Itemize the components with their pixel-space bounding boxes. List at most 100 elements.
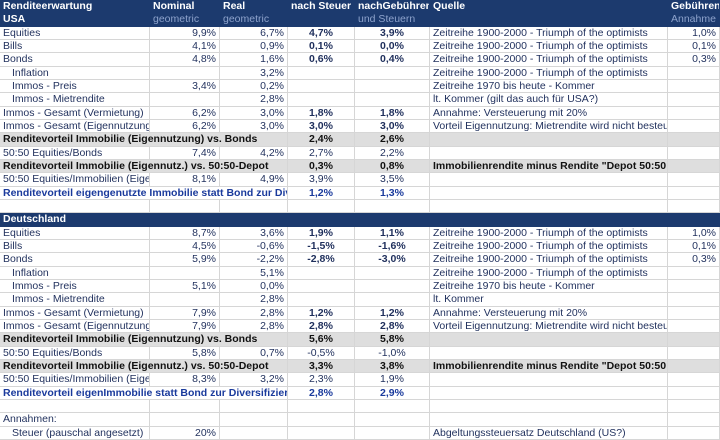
cell: Immos - Gesamt (Vermietung) bbox=[0, 306, 150, 320]
cell: 5,8% bbox=[150, 346, 220, 360]
cell bbox=[220, 413, 288, 427]
cell: 1,8% bbox=[355, 106, 430, 120]
cell: 0,1% bbox=[668, 239, 720, 254]
cell: Renditevorteil Immobilie (Eigennutz.) vs… bbox=[0, 359, 288, 374]
cell: 20% bbox=[150, 426, 220, 440]
cell bbox=[288, 66, 355, 80]
cell: 0,8% bbox=[355, 159, 430, 174]
cell: 0,6% bbox=[288, 53, 355, 67]
cell: Nominal bbox=[150, 0, 220, 14]
cell: geometric bbox=[220, 13, 288, 27]
cell bbox=[355, 66, 430, 80]
cell: Bills bbox=[0, 239, 150, 254]
cell bbox=[150, 293, 220, 307]
cell: 5,6% bbox=[288, 333, 355, 347]
cell bbox=[355, 93, 430, 107]
cell: 0,7% bbox=[220, 346, 288, 360]
cell: 2,8% bbox=[220, 93, 288, 107]
cell: Deutschland bbox=[0, 213, 288, 227]
cell: -3,0% bbox=[355, 253, 430, 267]
cell: Zeitreihe 1900-2000 - Triumph of the opt… bbox=[430, 239, 668, 254]
cell: 2,8% bbox=[288, 319, 355, 334]
cell: 2,6% bbox=[355, 133, 430, 147]
cell: 2,8% bbox=[220, 306, 288, 320]
cell: 2,8% bbox=[288, 386, 355, 400]
cell: 4,2% bbox=[220, 146, 288, 160]
cell: 5,1% bbox=[150, 279, 220, 294]
cell bbox=[668, 333, 720, 347]
cell: Zeitreihe 1900-2000 - Triumph of the opt… bbox=[430, 253, 668, 267]
cell: Bonds bbox=[0, 253, 150, 267]
cell: Vorteil Eigennutzung: Mietrendite wird n… bbox=[430, 319, 668, 334]
cell: Bills bbox=[0, 39, 150, 54]
cell: -1,6% bbox=[355, 239, 430, 254]
cell bbox=[355, 266, 430, 280]
cell: 0,3% bbox=[668, 253, 720, 267]
cell bbox=[430, 186, 668, 200]
cell: Immos - Gesamt (Vermietung) bbox=[0, 106, 150, 120]
cell bbox=[430, 133, 668, 147]
cell bbox=[0, 399, 150, 414]
cell: Inflation bbox=[0, 66, 150, 80]
cell: 2,7% bbox=[288, 146, 355, 160]
cell bbox=[220, 199, 288, 214]
cell: Zeitreihe 1900-2000 - Triumph of the opt… bbox=[430, 39, 668, 54]
cell: Annahme: Versteuerung mit 20% bbox=[430, 306, 668, 320]
cell: 0,9% bbox=[220, 39, 288, 54]
cell: 6,2% bbox=[150, 106, 220, 120]
cell: Renditevorteil eigengenutzte Immobilie s… bbox=[0, 186, 288, 200]
cell: 1,1% bbox=[355, 226, 430, 240]
cell: Inflation bbox=[0, 266, 150, 280]
cell: 4,5% bbox=[150, 239, 220, 254]
cell bbox=[150, 93, 220, 107]
cell: Renditevorteil Immobilie (Eigennutz.) vs… bbox=[0, 159, 288, 174]
cell: -0,6% bbox=[220, 239, 288, 254]
cell bbox=[668, 186, 720, 200]
cell bbox=[430, 146, 668, 160]
cell bbox=[355, 213, 430, 227]
cell bbox=[668, 373, 720, 387]
cell bbox=[668, 279, 720, 294]
cell: und Steuern bbox=[355, 13, 430, 27]
cell: 2,8% bbox=[220, 293, 288, 307]
cell: Annahmen: bbox=[0, 413, 150, 427]
cell: 3,4% bbox=[150, 79, 220, 94]
cell bbox=[150, 66, 220, 80]
cell: -1,5% bbox=[288, 239, 355, 254]
cell: 5,1% bbox=[220, 266, 288, 280]
cell: 0,0% bbox=[220, 279, 288, 294]
cell bbox=[288, 293, 355, 307]
cell: 1,6% bbox=[220, 53, 288, 67]
cell bbox=[355, 199, 430, 214]
cell: 4,1% bbox=[150, 39, 220, 54]
cell: Annahme bbox=[668, 13, 720, 27]
cell: 3,5% bbox=[355, 173, 430, 187]
cell bbox=[288, 279, 355, 294]
cell: 0,3% bbox=[288, 159, 355, 174]
cell: 5,8% bbox=[355, 333, 430, 347]
cell: 1,9% bbox=[355, 373, 430, 387]
cell bbox=[288, 413, 355, 427]
cell: -2,8% bbox=[288, 253, 355, 267]
cell bbox=[668, 199, 720, 214]
cell bbox=[430, 13, 668, 27]
cell: Renditevorteil Immobilie (Eigennutzung) … bbox=[0, 133, 288, 147]
cell: Bonds bbox=[0, 53, 150, 67]
cell bbox=[668, 146, 720, 160]
cell bbox=[288, 213, 355, 227]
cell: Abgeltungssteuersatz Deutschland (US?) bbox=[430, 426, 668, 440]
cell: 3,6% bbox=[220, 226, 288, 240]
cell bbox=[430, 173, 668, 187]
cell: Immos - Gesamt (Eigennutzung) bbox=[0, 319, 150, 334]
cell bbox=[355, 426, 430, 440]
cell: 8,3% bbox=[150, 373, 220, 387]
cell: USA bbox=[0, 13, 150, 27]
cell: Quelle bbox=[430, 0, 668, 14]
cell: 50:50 Equities/Immobilien (Eigen bbox=[0, 173, 150, 187]
cell: Zeitreihe 1900-2000 - Triumph of the opt… bbox=[430, 266, 668, 280]
cell bbox=[288, 266, 355, 280]
cell bbox=[430, 213, 668, 227]
cell: 1,2% bbox=[288, 306, 355, 320]
cell bbox=[668, 319, 720, 334]
